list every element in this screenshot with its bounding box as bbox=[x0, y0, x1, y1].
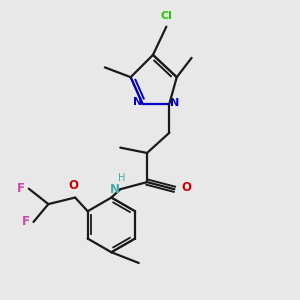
Text: H: H bbox=[118, 173, 125, 183]
Text: Cl: Cl bbox=[160, 11, 172, 21]
Text: O: O bbox=[181, 181, 191, 194]
Text: F: F bbox=[22, 215, 30, 228]
Text: N: N bbox=[110, 183, 120, 196]
Text: N: N bbox=[133, 98, 142, 107]
Text: N: N bbox=[170, 98, 179, 108]
Text: O: O bbox=[69, 179, 79, 192]
Text: F: F bbox=[17, 182, 25, 195]
